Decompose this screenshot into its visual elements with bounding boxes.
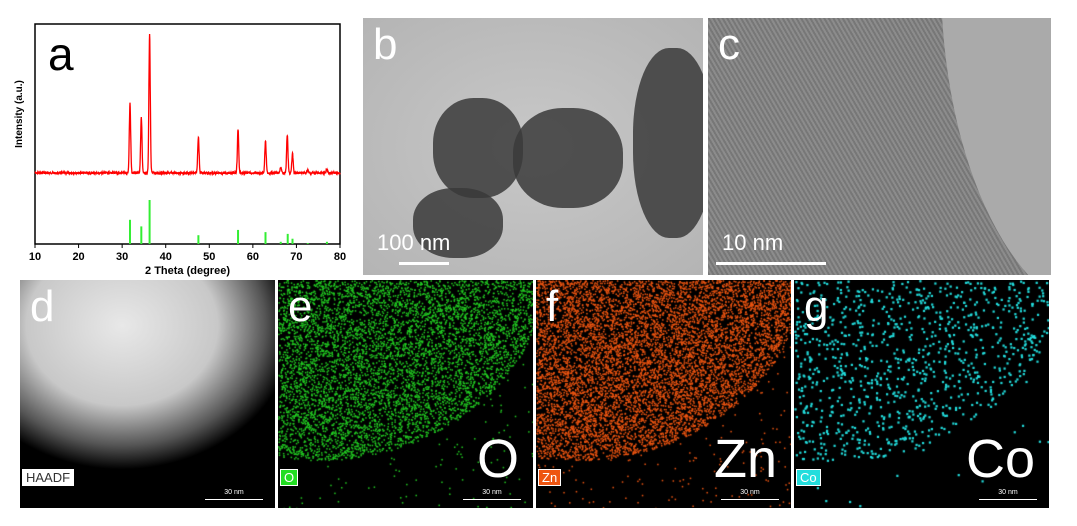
scale-bar: 30 nm [463, 489, 521, 500]
xrd-pattern-line [35, 34, 340, 174]
eds-map-o: e O O 30 nm [278, 280, 533, 508]
scale-bar: 30 nm [205, 489, 263, 500]
scale-label: 30 nm [740, 489, 759, 496]
scale-bar: 30 nm [979, 489, 1037, 500]
x-tick-label: 20 [72, 251, 84, 263]
element-label: O [477, 428, 519, 490]
panel-label: g [804, 282, 828, 332]
panel-label: a [48, 28, 74, 80]
element-label: Co [966, 428, 1035, 490]
co-tag: Co [796, 469, 821, 486]
panel-label: e [288, 282, 312, 332]
scale-label: 30 nm [224, 489, 243, 496]
eds-map-co: g Co Co 30 nm [794, 280, 1049, 508]
particle [433, 98, 523, 198]
panel-label: b [373, 20, 397, 70]
background-region [941, 18, 1051, 275]
zn-tag: Zn [538, 469, 561, 486]
xrd-chart-panel: 10 20 30 40 50 60 70 80 2 Theta (degree) Intensit… [0, 10, 360, 280]
scale-bar: 30 nm [721, 489, 779, 500]
x-tick-label: 80 [334, 251, 346, 263]
scale-label: 30 nm [482, 489, 501, 496]
scale-bar [716, 262, 826, 265]
particle [633, 48, 703, 238]
x-tick-label: 30 [116, 251, 128, 263]
scale-label: 30 nm [998, 489, 1017, 496]
x-tick-label: 70 [290, 251, 302, 263]
panel-label: d [30, 282, 54, 332]
scale-label: 100 nm [377, 230, 450, 256]
element-label: Zn [714, 428, 777, 490]
haadf-image-panel: d HAADF 30 nm [20, 280, 275, 508]
xrd-chart: 10 20 30 40 50 60 70 80 2 Theta (degree) Intensit… [0, 10, 360, 280]
x-axis-label: 2 Theta (degree) [145, 265, 230, 277]
x-tick-label: 40 [160, 251, 172, 263]
tem-image-panel: b 100 nm [363, 18, 703, 275]
hrtem-image-panel: c 10 nm [708, 18, 1051, 275]
panel-label: f [546, 282, 558, 332]
x-tick-label: 60 [247, 251, 259, 263]
haadf-tag: HAADF [22, 469, 74, 486]
o-tag: O [280, 469, 298, 486]
y-axis-label: Intensity (a.u.) [14, 80, 25, 148]
scale-bar [399, 262, 449, 265]
scale-label: 10 nm [722, 230, 783, 256]
particle [513, 108, 623, 208]
plot-frame [35, 24, 340, 244]
x-tick-label: 50 [203, 251, 215, 263]
eds-map-zn: f Zn Zn 30 nm [536, 280, 791, 508]
panel-label: c [718, 20, 740, 70]
x-tick-label: 10 [29, 251, 41, 263]
